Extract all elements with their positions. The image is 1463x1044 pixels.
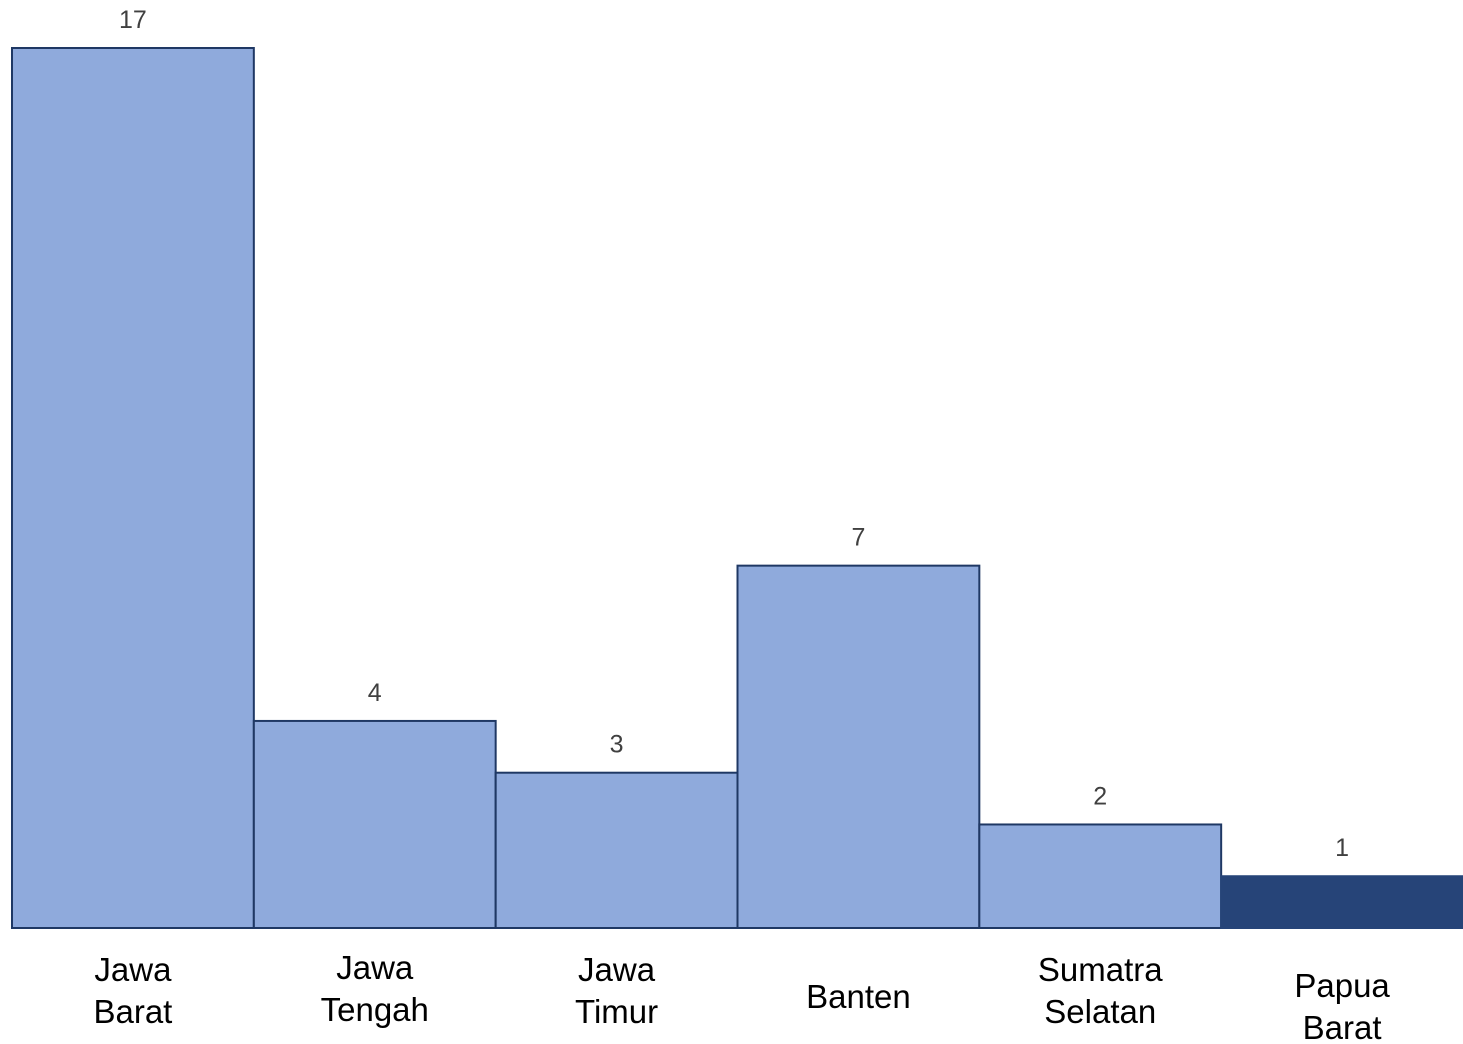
bar-5 — [1220, 875, 1463, 929]
category-label-line: Jawa — [94, 951, 172, 988]
value-labels-group: 17 4 3 7 2 1 — [119, 6, 1349, 862]
category-labels-group: Jawa Barat Jawa Tengah Jawa Timur Banten Sumatr… — [93, 949, 1390, 1044]
value-label-4: 2 — [1093, 782, 1107, 810]
bar-0 — [11, 47, 255, 929]
category-label-line: Sumatra — [1038, 951, 1163, 988]
category-label-line: Tengah — [321, 991, 429, 1028]
bar-4 — [978, 823, 1223, 929]
value-label-2: 3 — [610, 731, 624, 759]
category-label-line: Jawa — [336, 949, 414, 986]
category-label-line: Barat — [1303, 1009, 1382, 1044]
category-label-line: Jawa — [578, 951, 656, 988]
category-label-line: Banten — [806, 978, 911, 1015]
value-label-1: 4 — [368, 679, 382, 707]
value-label-0: 17 — [119, 6, 147, 34]
bars-group — [11, 47, 1463, 929]
category-label-line: Selatan — [1044, 993, 1156, 1030]
bar-2 — [494, 771, 739, 929]
category-label-1: Jawa Tengah — [321, 949, 429, 1028]
category-label-line: Timur — [575, 993, 658, 1030]
category-label-line: Barat — [93, 993, 172, 1030]
category-label-line: Papua — [1294, 967, 1390, 1004]
category-label-4: Sumatra Selatan — [1038, 951, 1163, 1030]
bar-3 — [736, 564, 981, 929]
category-label-2: Jawa Timur — [575, 951, 658, 1030]
category-label-5: Papua Barat — [1294, 967, 1390, 1044]
bar-1 — [252, 719, 497, 929]
category-label-0: Jawa Barat — [93, 951, 172, 1030]
category-label-3: Banten — [806, 978, 911, 1015]
value-label-3: 7 — [851, 524, 865, 552]
value-label-5: 1 — [1335, 834, 1349, 862]
